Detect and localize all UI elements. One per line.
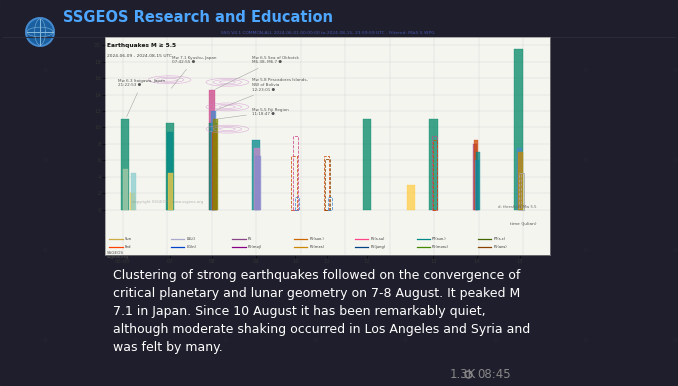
Text: ✦: ✦ <box>580 156 590 166</box>
Text: d: threshold Mw 5.5: d: threshold Mw 5.5 <box>498 205 537 209</box>
Text: 1.3K: 1.3K <box>450 367 476 381</box>
Text: ✦: ✦ <box>311 66 320 76</box>
Text: P5(moj): P5(moj) <box>248 245 262 249</box>
Text: ✦: ✦ <box>400 156 410 166</box>
Text: ✦: ✦ <box>311 156 320 166</box>
Bar <box>168 173 173 210</box>
Bar <box>131 173 136 210</box>
Bar <box>432 136 437 210</box>
Text: although moderate shaking occurred in Los Angeles and Syria and: although moderate shaking occurred in Lo… <box>113 323 530 336</box>
Text: ✦: ✦ <box>400 336 410 346</box>
Text: time (Julian): time (Julian) <box>510 222 537 225</box>
Bar <box>167 132 173 210</box>
Text: ✦: ✦ <box>130 66 140 76</box>
Bar <box>130 193 135 210</box>
Text: Clustering of strong earthquakes followed on the convergence of: Clustering of strong earthquakes followe… <box>113 269 521 282</box>
Text: ✦: ✦ <box>40 246 49 256</box>
Bar <box>256 156 261 210</box>
Text: Sun: Sun <box>125 237 132 240</box>
Text: was felt by many.: was felt by many. <box>113 341 223 354</box>
Text: ✦: ✦ <box>580 246 590 256</box>
Text: ✦: ✦ <box>671 336 678 346</box>
Text: ✦: ✦ <box>490 336 500 346</box>
Text: 7.1 in Japan. Since 10 August it has been remarkably quiet,: 7.1 in Japan. Since 10 August it has bee… <box>113 305 485 318</box>
Bar <box>519 173 523 210</box>
Text: ✦: ✦ <box>40 66 49 76</box>
Bar <box>429 119 438 210</box>
Text: SSGEOS
ssgeos.org: SSGEOS ssgeos.org <box>107 251 129 259</box>
Text: ✦: ✦ <box>130 336 140 346</box>
Bar <box>123 169 128 210</box>
Bar <box>475 161 479 210</box>
Text: Mw 6.5 Sea of Okhotsk
M6.38, M6.7 ●: Mw 6.5 Sea of Okhotsk M6.38, M6.7 ● <box>215 56 299 89</box>
Bar <box>252 140 260 210</box>
Circle shape <box>26 18 54 46</box>
Text: ✦: ✦ <box>490 66 500 76</box>
Bar <box>433 140 437 210</box>
Bar <box>213 119 218 210</box>
Title: SSG V4.1 COMMON-ALL 2024-06-01 00:00:00 to 2024-08-15, 23:59:59 UTC - Filtered: : SSG V4.1 COMMON-ALL 2024-06-01 00:00:00 … <box>221 31 434 35</box>
Text: 08:45: 08:45 <box>477 367 511 381</box>
Text: ✦: ✦ <box>671 156 678 166</box>
Text: P5: P5 <box>248 237 252 240</box>
Bar <box>212 132 217 210</box>
Bar <box>209 90 215 210</box>
Text: Mw 5.5 Fiji Region
11:18:47 ●: Mw 5.5 Fiji Region 11:18:47 ● <box>218 108 289 119</box>
Bar <box>292 156 297 210</box>
Text: ✦: ✦ <box>671 246 678 256</box>
Text: copyright SSGEOS   www.ssgeos.org: copyright SSGEOS www.ssgeos.org <box>132 200 203 204</box>
Bar <box>209 124 217 210</box>
Text: 2024-06-09 - 2024-08-15 UTC: 2024-06-09 - 2024-08-15 UTC <box>107 54 172 58</box>
Text: ✦: ✦ <box>130 246 140 256</box>
Text: ✦: ✦ <box>490 246 500 256</box>
Text: ✦: ✦ <box>400 66 410 76</box>
Text: Mw 5.8 Pescadores Islands,
NW of Bolivia
12:23:01 ●: Mw 5.8 Pescadores Islands, NW of Bolivia… <box>216 78 308 110</box>
Text: P5(ans): P5(ans) <box>494 245 507 249</box>
Text: Fed: Fed <box>125 245 132 249</box>
Text: ✦: ✦ <box>40 336 49 346</box>
Text: ✦: ✦ <box>580 66 590 76</box>
Text: P7(s.c): P7(s.c) <box>494 237 506 240</box>
Text: ✦: ✦ <box>220 66 230 76</box>
Bar <box>254 148 260 210</box>
Text: P5(sun.): P5(sun.) <box>309 237 324 240</box>
Text: Mw 6.3 Itoigawa, Japan
21:22:53 ●: Mw 6.3 Itoigawa, Japan 21:22:53 ● <box>119 79 165 117</box>
Bar <box>296 197 299 210</box>
Bar <box>515 49 523 210</box>
Text: ✦: ✦ <box>311 336 320 346</box>
Text: LSL(): LSL() <box>186 237 195 240</box>
Text: ✦: ✦ <box>220 156 230 166</box>
Bar <box>363 119 371 210</box>
Text: SSGEOS Research and Education: SSGEOS Research and Education <box>63 10 333 25</box>
Bar <box>476 152 480 210</box>
Bar <box>521 173 524 210</box>
Bar <box>325 159 330 210</box>
Bar <box>211 111 216 210</box>
Text: P7(sun.): P7(sun.) <box>432 237 447 240</box>
Text: ✦: ✦ <box>400 246 410 256</box>
Text: ✦: ✦ <box>671 66 678 76</box>
Bar <box>165 124 174 210</box>
Text: ✦: ✦ <box>130 156 140 166</box>
Text: ✦: ✦ <box>311 246 320 256</box>
Text: P5(s.su): P5(s.su) <box>371 237 385 240</box>
Bar <box>328 197 332 210</box>
Text: ✦: ✦ <box>580 336 590 346</box>
Bar <box>473 144 477 210</box>
Bar <box>519 152 523 210</box>
Text: ✦: ✦ <box>490 156 500 166</box>
Bar <box>324 156 330 210</box>
Text: P5(mes): P5(mes) <box>309 245 324 249</box>
Text: critical planetary and lunar geometry on 7-8 August. It peaked M: critical planetary and lunar geometry on… <box>113 287 520 300</box>
Bar <box>474 140 479 210</box>
Text: P5(moru): P5(moru) <box>432 245 449 249</box>
Text: P5(jung): P5(jung) <box>371 245 386 249</box>
Text: ✦: ✦ <box>220 246 230 256</box>
Text: Mw 7.1 Kyushu, Japan
07:42:55 ●: Mw 7.1 Kyushu, Japan 07:42:55 ● <box>172 56 216 88</box>
Text: Earthquakes M ≥ 5.5: Earthquakes M ≥ 5.5 <box>107 43 176 48</box>
Bar <box>293 136 298 210</box>
Bar <box>121 119 129 210</box>
Text: ✦: ✦ <box>220 336 230 346</box>
Bar <box>407 185 415 210</box>
